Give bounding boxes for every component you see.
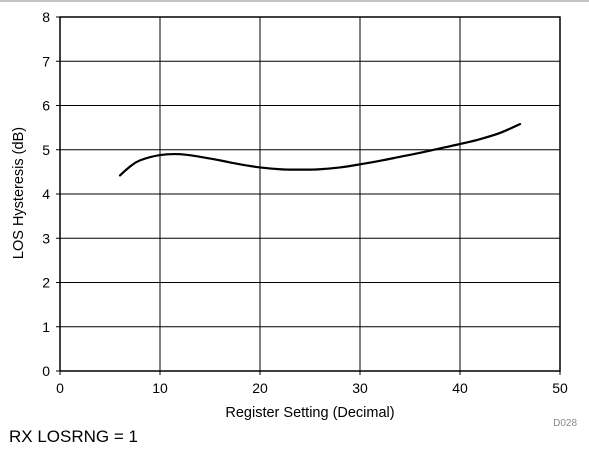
x-axis-title: Register Setting (Decimal) [225, 405, 394, 421]
x-tick-label: 40 [452, 380, 468, 396]
y-tick-label: 3 [42, 230, 50, 246]
figure-id: D028 [553, 418, 577, 429]
y-tick-label: 8 [42, 9, 50, 25]
y-tick-label: 6 [42, 98, 50, 114]
x-tick-label: 0 [56, 380, 64, 396]
y-tick-label: 4 [42, 186, 50, 202]
y-tick-label: 5 [42, 142, 50, 158]
y-tick-label: 1 [42, 319, 50, 335]
grid [60, 17, 560, 371]
ticks: 0 10 20 30 40 50 0 1 2 3 4 5 6 7 8 [42, 9, 568, 396]
x-tick-label: 30 [352, 380, 368, 396]
y-tick-label: 0 [42, 363, 50, 379]
y-tick-label: 7 [42, 53, 50, 69]
y-axis-title: LOS Hysteresis (dB) [11, 127, 27, 259]
caption: RX LOSRNG = 1 [9, 427, 138, 446]
x-tick-label: 20 [252, 380, 268, 396]
series-line [118, 122, 522, 177]
x-tick-label: 50 [552, 380, 568, 396]
x-tick-label: 10 [152, 380, 168, 396]
line-layer [118, 122, 522, 177]
y-tick-label: 2 [42, 275, 50, 291]
